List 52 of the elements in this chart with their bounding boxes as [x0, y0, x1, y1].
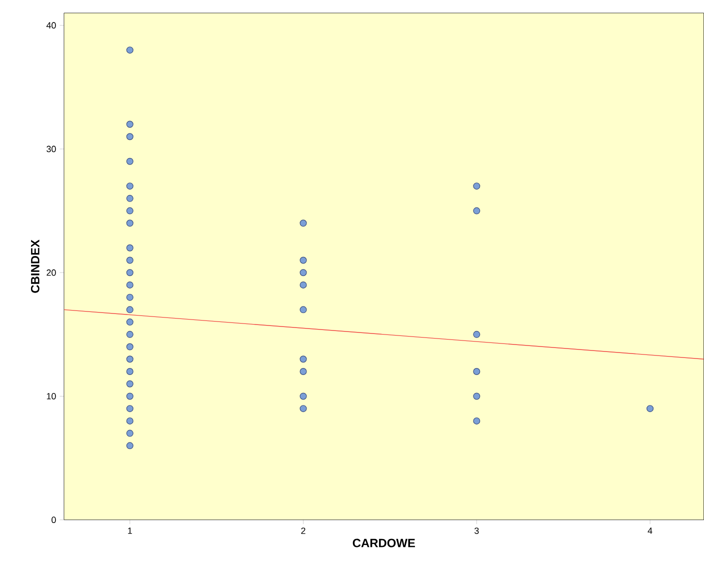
point	[300, 220, 307, 227]
point	[126, 343, 134, 350]
point	[300, 356, 307, 363]
point	[126, 380, 134, 388]
point	[126, 256, 134, 264]
point	[126, 294, 134, 301]
point	[126, 269, 134, 276]
point	[300, 306, 307, 314]
x-tick-label: 1	[128, 528, 132, 534]
point	[126, 306, 134, 314]
point	[126, 430, 134, 437]
point	[126, 207, 134, 214]
y-axis-title: CBINDEX	[30, 240, 40, 293]
point	[300, 256, 307, 264]
x-tick-label: 3	[474, 528, 479, 534]
y-tick-label: 20	[46, 270, 56, 276]
point	[300, 392, 307, 400]
point	[300, 282, 307, 289]
x-tick-label: 2	[301, 528, 306, 534]
point	[473, 392, 480, 400]
point	[126, 356, 134, 363]
point	[126, 368, 134, 376]
point	[126, 220, 134, 227]
point	[300, 269, 307, 276]
point	[300, 368, 307, 376]
y-tick-label: 30	[46, 146, 56, 152]
point	[126, 46, 134, 54]
point	[473, 368, 480, 376]
point	[126, 133, 134, 140]
point	[126, 330, 134, 338]
y-tick-label: 0	[52, 516, 56, 524]
point	[126, 442, 134, 450]
point	[126, 158, 134, 165]
point	[126, 418, 134, 425]
point	[126, 182, 134, 190]
point	[126, 282, 134, 289]
y-tick-label: 10	[46, 393, 56, 400]
point	[126, 195, 134, 202]
point	[126, 120, 134, 128]
x-axis-title: CARDOWE	[352, 538, 415, 548]
point	[126, 392, 134, 400]
point	[646, 405, 654, 412]
point	[473, 418, 480, 425]
point	[473, 207, 480, 214]
point	[473, 330, 480, 338]
y-tick-label: 40	[46, 22, 56, 29]
point	[126, 244, 134, 252]
point	[126, 318, 134, 326]
point	[300, 405, 307, 412]
point	[473, 182, 480, 190]
x-tick-label: 4	[648, 528, 652, 534]
point	[126, 405, 134, 412]
